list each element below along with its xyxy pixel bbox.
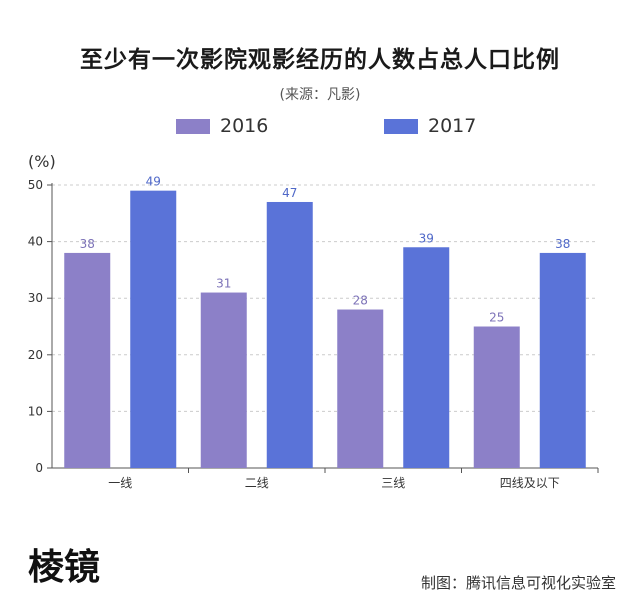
y-tick-label: 10: [28, 404, 43, 418]
bar-2016: [64, 252, 111, 468]
y-tick-label: 20: [28, 348, 43, 362]
y-tick-label: 0: [35, 461, 43, 475]
legend: 2016 2017: [0, 114, 640, 138]
data-label: 28: [353, 294, 368, 308]
data-label: 38: [555, 237, 570, 251]
data-label: 49: [146, 175, 161, 189]
legend-item-2016: 2016: [176, 114, 268, 138]
chart-title: 至少有一次影院观影经历的人数占总人口比例: [80, 47, 560, 73]
bar-2016: [473, 326, 520, 468]
y-tick-label: 50: [28, 178, 43, 192]
x-tick-label: 二线: [245, 476, 269, 490]
legend-label-2016: 2016: [220, 115, 269, 137]
x-tick-label: 一线: [108, 476, 132, 490]
y-tick-label: 30: [28, 291, 43, 305]
data-label: 47: [282, 186, 297, 200]
x-tick-label: 三线: [381, 476, 405, 490]
legend-label-2017: 2017: [428, 115, 477, 137]
y-tick-label: 40: [28, 235, 43, 249]
data-label: 25: [489, 311, 504, 325]
data-label: 39: [419, 231, 434, 245]
credit-text: 制图：腾讯信息可视化实验室: [420, 574, 616, 592]
y-axis-unit: (%): [28, 152, 56, 171]
bar-2017: [403, 247, 450, 468]
legend-swatch-2017: [384, 118, 418, 134]
chart-subtitle: (来源：凡影): [279, 87, 361, 103]
logo-text: 棱镜: [28, 547, 100, 587]
legend-item-2017: 2017: [384, 114, 476, 138]
x-tick-label: 四线及以下: [500, 476, 560, 490]
bar-2017: [266, 201, 313, 469]
bar-2016: [337, 309, 384, 468]
logo: 棱镜: [28, 547, 100, 587]
bar-2017: [130, 190, 177, 468]
data-label: 31: [216, 277, 231, 291]
bar-2017: [539, 252, 586, 468]
bar-2016: [200, 292, 247, 468]
legend-swatch-2016: [176, 118, 210, 134]
data-label: 38: [80, 237, 95, 251]
